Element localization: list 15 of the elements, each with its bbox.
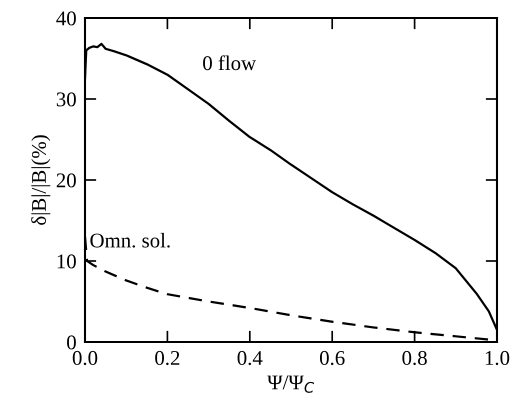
x-tick-label: 0.0 — [72, 350, 98, 366]
y-tick-label: 0 — [67, 335, 76, 350]
y-tick-label: 20 — [56, 173, 76, 188]
x-tick-label: 0.6 — [320, 350, 345, 366]
y-tick-label: 40 — [56, 11, 76, 26]
series-label: 0 flow — [203, 55, 256, 70]
series-label: Omn. sol. — [90, 232, 170, 248]
x-tick-label: 0.8 — [402, 350, 427, 366]
y-tick-label: 10 — [58, 254, 76, 268]
y-axis-title: δ|B|/|B|(%) — [31, 135, 50, 225]
x-tick-label: 0.4 — [238, 350, 262, 366]
y-tick-label: 30 — [56, 92, 76, 106]
x-tick-label: 0.2 — [155, 350, 180, 366]
x-tick-label: 1.0 — [486, 350, 510, 366]
x-axis-title: Ψ/Ψ$_{C}$ — [267, 375, 314, 393]
